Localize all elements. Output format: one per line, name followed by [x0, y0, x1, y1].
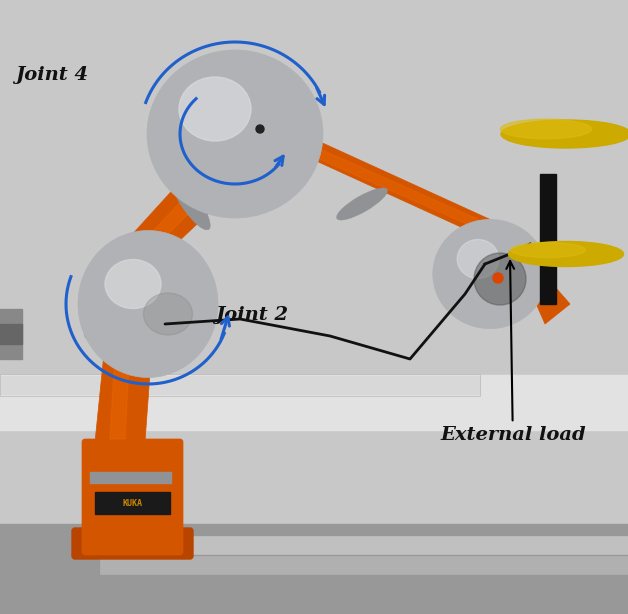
Polygon shape: [110, 299, 132, 439]
FancyBboxPatch shape: [82, 439, 183, 555]
Bar: [0, 375, 628, 430]
Polygon shape: [128, 149, 260, 244]
Bar: [0, 524, 628, 614]
Ellipse shape: [474, 253, 526, 305]
Ellipse shape: [337, 188, 387, 220]
Polygon shape: [510, 244, 570, 324]
Bar: [100, 556, 628, 574]
Text: Joint 4: Joint 4: [15, 66, 88, 84]
Bar: [90, 472, 172, 484]
Ellipse shape: [171, 178, 210, 230]
Ellipse shape: [509, 241, 624, 266]
Ellipse shape: [144, 293, 193, 335]
Bar: [0, 376, 480, 394]
Text: KUKA: KUKA: [122, 499, 142, 508]
Ellipse shape: [501, 119, 592, 139]
Polygon shape: [95, 294, 155, 442]
Polygon shape: [270, 119, 520, 254]
Bar: [0, 374, 480, 396]
Ellipse shape: [78, 230, 218, 378]
Polygon shape: [275, 129, 508, 242]
FancyBboxPatch shape: [85, 274, 150, 339]
Ellipse shape: [179, 77, 251, 141]
Ellipse shape: [457, 239, 499, 279]
Bar: [540, 174, 556, 304]
Polygon shape: [143, 152, 243, 244]
Text: Joint 2: Joint 2: [215, 306, 288, 324]
Ellipse shape: [105, 260, 161, 308]
FancyBboxPatch shape: [72, 528, 193, 559]
Ellipse shape: [256, 125, 264, 133]
Bar: [95, 492, 170, 514]
Ellipse shape: [501, 120, 628, 148]
Bar: [0, 324, 22, 344]
Ellipse shape: [433, 219, 547, 328]
Ellipse shape: [147, 50, 323, 218]
Ellipse shape: [493, 273, 503, 283]
Ellipse shape: [511, 243, 585, 257]
Bar: [100, 536, 628, 554]
FancyBboxPatch shape: [195, 139, 275, 189]
Bar: [0, 309, 22, 359]
Text: External load: External load: [440, 261, 586, 444]
